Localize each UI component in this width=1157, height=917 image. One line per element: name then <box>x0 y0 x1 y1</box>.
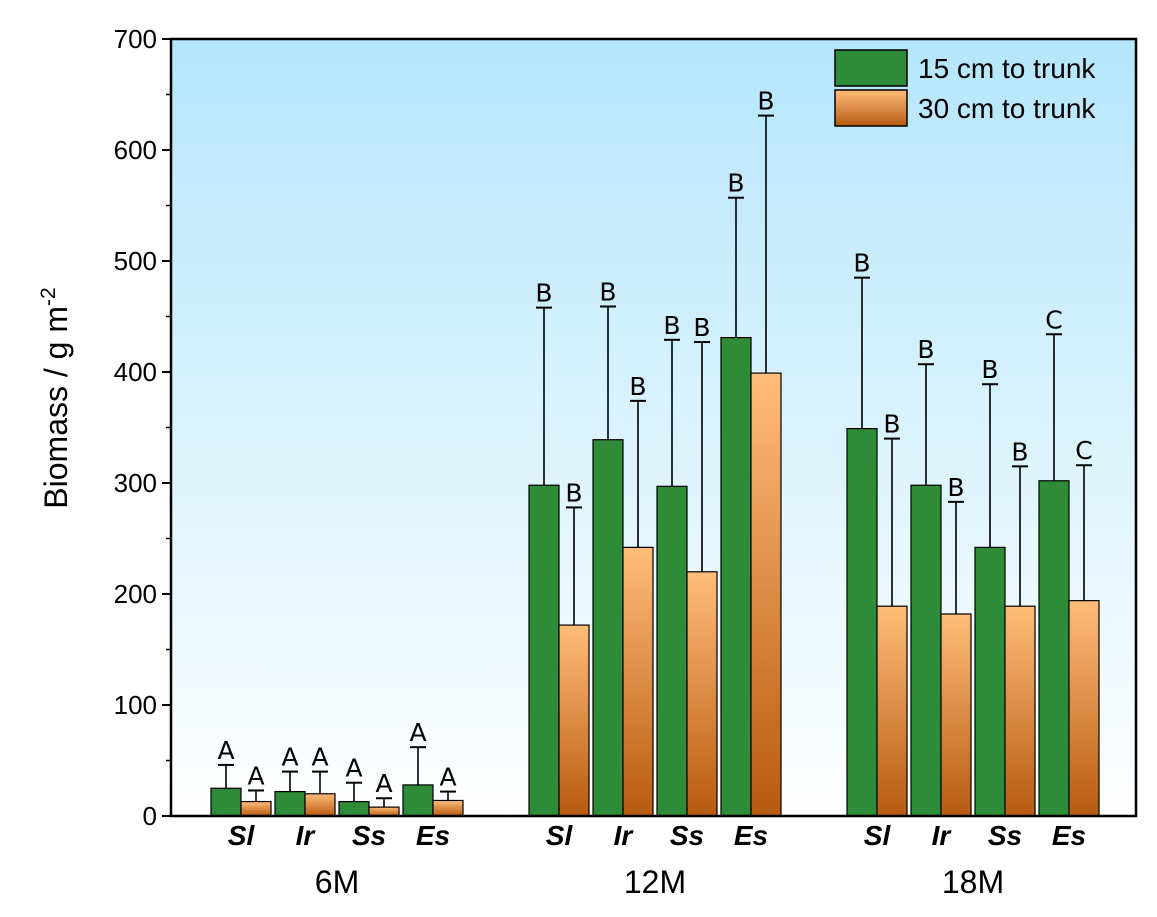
legend-label-15cm: 15 cm to trunk <box>918 53 1096 84</box>
significance-label-12M-Es-series0: B <box>727 169 744 198</box>
bar-6M-Ss-series0 <box>338 800 370 817</box>
significance-label-6M-Ir-series1: A <box>311 743 328 772</box>
category-label-18M-Sl: Sl <box>864 820 892 851</box>
bar-12M-Sl-series1 <box>558 624 590 817</box>
significance-label-18M-Ir-series1: B <box>947 473 964 502</box>
bar-12M-Es-series1 <box>750 372 782 817</box>
significance-label-18M-Es-series0: C <box>1045 305 1062 334</box>
significance-label-12M-Ir-series0: B <box>599 278 616 307</box>
bar-12M-Ir-series0 <box>592 439 624 817</box>
significance-label-6M-Ss-series1: A <box>375 769 392 798</box>
bar-12M-Ss-series1 <box>686 571 718 817</box>
bar-6M-Ss-series1 <box>368 806 400 817</box>
y-tick-label-600: 600 <box>114 135 157 165</box>
group-label-6M: 6M <box>315 864 359 900</box>
bar-18M-Es-series1 <box>1068 600 1100 817</box>
group-label-12M: 12M <box>624 864 686 900</box>
category-label-6M-Es: Es <box>416 820 450 851</box>
bar-18M-Ss-series1 <box>1004 605 1036 817</box>
category-label-6M-Ss: Ss <box>352 820 386 851</box>
significance-label-6M-Ir-series0: A <box>281 743 298 772</box>
y-tick-label-700: 700 <box>114 24 157 54</box>
bar-6M-Sl-series0 <box>210 787 242 817</box>
y-tick-label-400: 400 <box>114 357 157 387</box>
y-tick-label-0: 0 <box>143 801 157 831</box>
significance-label-12M-Sl-series1: B <box>565 478 582 507</box>
legend-swatch-30cm <box>834 89 908 127</box>
y-tick-label-500: 500 <box>114 246 157 276</box>
significance-label-12M-Ss-series0: B <box>663 311 680 340</box>
category-label-12M-Ir: Ir <box>614 820 635 851</box>
category-label-18M-Ss: Ss <box>988 820 1022 851</box>
bar-12M-Ss-series0 <box>656 485 688 817</box>
significance-label-18M-Ss-series1: B <box>1011 437 1028 466</box>
category-label-18M-Ir: Ir <box>932 820 953 851</box>
significance-label-6M-Sl-series0: A <box>217 736 234 765</box>
significance-label-12M-Es-series1: B <box>757 87 774 116</box>
significance-label-12M-Ir-series1: B <box>629 372 646 401</box>
significance-label-6M-Sl-series1: A <box>247 761 264 790</box>
bar-6M-Es-series1 <box>432 799 464 817</box>
significance-label-12M-Sl-series0: B <box>535 279 552 308</box>
legend-label-30cm: 30 cm to trunk <box>918 93 1096 124</box>
category-label-6M-Ir: Ir <box>296 820 317 851</box>
bar-18M-Sl-series1 <box>876 605 908 817</box>
y-axis-title-text: Biomass / g m <box>38 306 74 509</box>
bar-12M-Ir-series1 <box>622 546 654 817</box>
y-axis-title: Biomass / g m-2 <box>37 287 74 508</box>
significance-label-6M-Es-series1: A <box>439 763 456 792</box>
bar-6M-Es-series0 <box>402 784 434 817</box>
bar-6M-Sl-series1 <box>240 800 272 817</box>
bar-12M-Es-series0 <box>720 336 752 817</box>
significance-label-12M-Ss-series1: B <box>693 313 710 342</box>
axes-layer: Sl Ir Ss Es 6M Sl Ir Ss Es 12M Sl Ir Ss Es 18M 0 100 200 3… <box>114 24 1138 900</box>
y-axis-title-superscript: -2 <box>37 287 60 306</box>
bar-12M-Sl-series0 <box>528 484 560 817</box>
category-label-18M-Es: Es <box>1052 820 1086 851</box>
bar-6M-Ir-series1 <box>304 793 336 817</box>
legend-swatch-15cm <box>834 49 908 87</box>
significance-label-18M-Ir-series0: B <box>917 335 934 364</box>
group-label-18M: 18M <box>942 864 1004 900</box>
significance-label-6M-Es-series0: A <box>409 718 426 747</box>
category-label-6M-Sl: Sl <box>228 820 256 851</box>
significance-label-18M-Sl-series1: B <box>883 410 900 439</box>
bar-18M-Ir-series0 <box>910 484 942 817</box>
significance-label-18M-Sl-series0: B <box>853 249 870 278</box>
significance-label-18M-Es-series1: C <box>1075 436 1092 465</box>
significance-label-6M-Ss-series0: A <box>345 754 362 783</box>
y-tick-label-300: 300 <box>114 468 157 498</box>
legend: 15 cm to trunk 30 cm to trunk <box>834 49 1096 127</box>
bar-18M-Ir-series1 <box>940 613 972 817</box>
category-label-12M-Ss: Ss <box>670 820 704 851</box>
bar-18M-Ss-series0 <box>974 546 1006 817</box>
significance-label-18M-Ss-series0: B <box>981 355 998 384</box>
category-label-12M-Es: Es <box>734 820 768 851</box>
bar-18M-Sl-series0 <box>846 428 878 817</box>
bar-18M-Es-series0 <box>1038 480 1070 817</box>
bar-6M-Ir-series0 <box>274 790 306 817</box>
category-label-12M-Sl: Sl <box>546 820 574 851</box>
y-tick-label-100: 100 <box>114 690 157 720</box>
y-tick-label-200: 200 <box>114 579 157 609</box>
